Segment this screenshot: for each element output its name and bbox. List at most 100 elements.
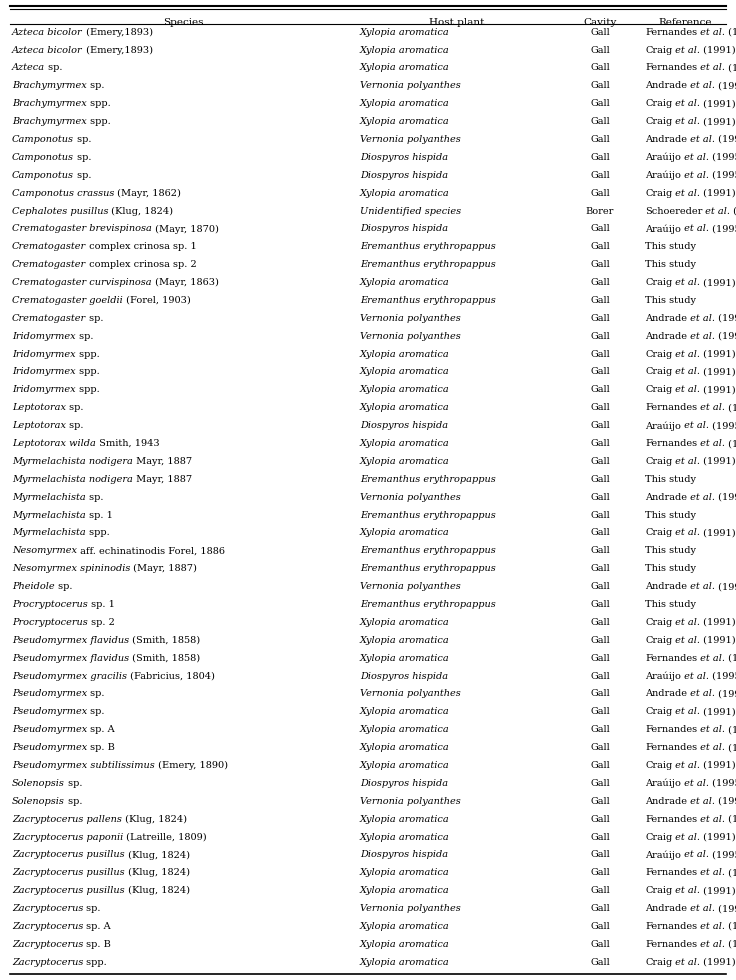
Text: et al.: et al.	[672, 957, 700, 966]
Text: Xylopia aromatica: Xylopia aromatica	[360, 188, 450, 198]
Text: Gall: Gall	[590, 833, 610, 842]
Text: complex crinosa sp. 2: complex crinosa sp. 2	[86, 260, 197, 270]
Text: Cavity: Cavity	[584, 18, 617, 27]
Text: (1988): (1988)	[725, 403, 736, 413]
Text: Eremanthus erythropappus: Eremanthus erythropappus	[360, 296, 496, 305]
Text: Eremanthus erythropappus: Eremanthus erythropappus	[360, 547, 496, 556]
Text: Gall: Gall	[590, 171, 610, 179]
Text: Eremanthus erythropappus: Eremanthus erythropappus	[360, 475, 496, 484]
Text: Vernonia polyanthes: Vernonia polyanthes	[360, 314, 461, 322]
Text: (1995): (1995)	[715, 331, 736, 341]
Text: Craig: Craig	[645, 833, 672, 842]
Text: Gall: Gall	[590, 743, 610, 752]
Text: Araúijo: Araúijo	[645, 224, 681, 234]
Text: Vernonia polyanthes: Vernonia polyanthes	[360, 81, 461, 90]
Text: Zacryptocerus paponii: Zacryptocerus paponii	[12, 833, 123, 842]
Text: Pheidole: Pheidole	[12, 582, 54, 591]
Text: Zacryptocerus: Zacryptocerus	[12, 905, 83, 913]
Text: Fernandes: Fernandes	[645, 743, 697, 752]
Text: aff. echinatinodis Forel, 1886: aff. echinatinodis Forel, 1886	[77, 547, 225, 556]
Text: Xylopia aromatica: Xylopia aromatica	[360, 45, 450, 55]
Text: Gall: Gall	[590, 636, 610, 645]
Text: (1991): (1991)	[700, 188, 736, 198]
Text: sp.: sp.	[86, 493, 103, 502]
Text: Craig: Craig	[645, 708, 672, 716]
Text: Diospyros hispida: Diospyros hispida	[360, 153, 448, 162]
Text: (1995): (1995)	[709, 671, 736, 680]
Text: Gall: Gall	[590, 45, 610, 55]
Text: (1988): (1988)	[725, 654, 736, 662]
Text: Craig: Craig	[645, 99, 672, 108]
Text: (Klug, 1824): (Klug, 1824)	[124, 851, 190, 859]
Text: spp.: spp.	[76, 350, 99, 359]
Text: Zacryptocerus pusillus: Zacryptocerus pusillus	[12, 851, 124, 859]
Text: Xylopia aromatica: Xylopia aromatica	[360, 743, 450, 752]
Text: Andrade: Andrade	[645, 690, 687, 699]
Text: Vernonia polyanthes: Vernonia polyanthes	[360, 493, 461, 502]
Text: Araúijo: Araúijo	[645, 779, 681, 788]
Text: et al.: et al.	[697, 439, 725, 448]
Text: Diospyros hispida: Diospyros hispida	[360, 851, 448, 859]
Text: (1995): (1995)	[709, 171, 736, 179]
Text: Pseudomyrmex: Pseudomyrmex	[12, 708, 88, 716]
Text: Andrade: Andrade	[645, 314, 687, 322]
Text: (1991): (1991)	[700, 528, 736, 537]
Text: sp.: sp.	[88, 690, 105, 699]
Text: Gall: Gall	[590, 135, 610, 144]
Text: sp.: sp.	[76, 331, 93, 341]
Text: Brachymyrmex: Brachymyrmex	[12, 99, 87, 108]
Text: et al.: et al.	[681, 851, 709, 859]
Text: Pseudomyrmex flavidus: Pseudomyrmex flavidus	[12, 636, 129, 645]
Text: Gall: Gall	[590, 957, 610, 966]
Text: Araúijo: Araúijo	[645, 153, 681, 163]
Text: Gall: Gall	[590, 368, 610, 376]
Text: Xylopia aromatica: Xylopia aromatica	[360, 368, 450, 376]
Text: Gall: Gall	[590, 600, 610, 609]
Text: Andrade: Andrade	[645, 493, 687, 502]
Text: (Forel, 1903): (Forel, 1903)	[123, 296, 191, 305]
Text: (1988): (1988)	[725, 922, 736, 931]
Text: Fernandes: Fernandes	[645, 439, 697, 448]
Text: (1995): (1995)	[715, 314, 736, 322]
Text: Crematogaster: Crematogaster	[12, 314, 86, 322]
Text: Leptotorax: Leptotorax	[12, 403, 66, 413]
Text: Fernandes: Fernandes	[645, 940, 697, 949]
Text: Andrade: Andrade	[645, 582, 687, 591]
Text: (2010): (2010)	[730, 207, 736, 216]
Text: Xylopia aromatica: Xylopia aromatica	[360, 618, 450, 627]
Text: Xylopia aromatica: Xylopia aromatica	[360, 833, 450, 842]
Text: (1991): (1991)	[700, 618, 736, 627]
Text: Gall: Gall	[590, 671, 610, 680]
Text: Eremanthus erythropappus: Eremanthus erythropappus	[360, 511, 496, 519]
Text: Xylopia aromatica: Xylopia aromatica	[360, 528, 450, 537]
Text: sp.: sp.	[66, 421, 83, 430]
Text: Gall: Gall	[590, 331, 610, 341]
Text: sp. B: sp. B	[83, 940, 111, 949]
Text: This study: This study	[645, 511, 696, 519]
Text: This study: This study	[645, 242, 696, 251]
Text: Borer: Borer	[586, 207, 614, 216]
Text: Crematogaster: Crematogaster	[12, 242, 86, 251]
Text: Gall: Gall	[590, 27, 610, 36]
Text: sp.: sp.	[83, 905, 101, 913]
Text: (1991): (1991)	[700, 278, 736, 287]
Text: Craig: Craig	[645, 457, 672, 465]
Text: Gall: Gall	[590, 905, 610, 913]
Text: Gall: Gall	[590, 475, 610, 484]
Text: Gall: Gall	[590, 725, 610, 734]
Text: Pseudomyrmex: Pseudomyrmex	[12, 690, 88, 699]
Text: Iridomyrmex: Iridomyrmex	[12, 350, 76, 359]
Text: Diospyros hispida: Diospyros hispida	[360, 224, 448, 233]
Text: (1988): (1988)	[725, 868, 736, 877]
Text: sp.: sp.	[66, 403, 83, 413]
Text: Craig: Craig	[645, 350, 672, 359]
Text: Pseudomyrmex: Pseudomyrmex	[12, 725, 88, 734]
Text: Leptotorax wilda: Leptotorax wilda	[12, 439, 96, 448]
Text: Vernonia polyanthes: Vernonia polyanthes	[360, 690, 461, 699]
Text: Leptotorax: Leptotorax	[12, 421, 66, 430]
Text: Gall: Gall	[590, 761, 610, 770]
Text: (Emery, 1890): (Emery, 1890)	[155, 761, 227, 770]
Text: (1991): (1991)	[700, 45, 736, 55]
Text: et al.: et al.	[672, 278, 700, 287]
Text: Eremanthus erythropappus: Eremanthus erythropappus	[360, 564, 496, 573]
